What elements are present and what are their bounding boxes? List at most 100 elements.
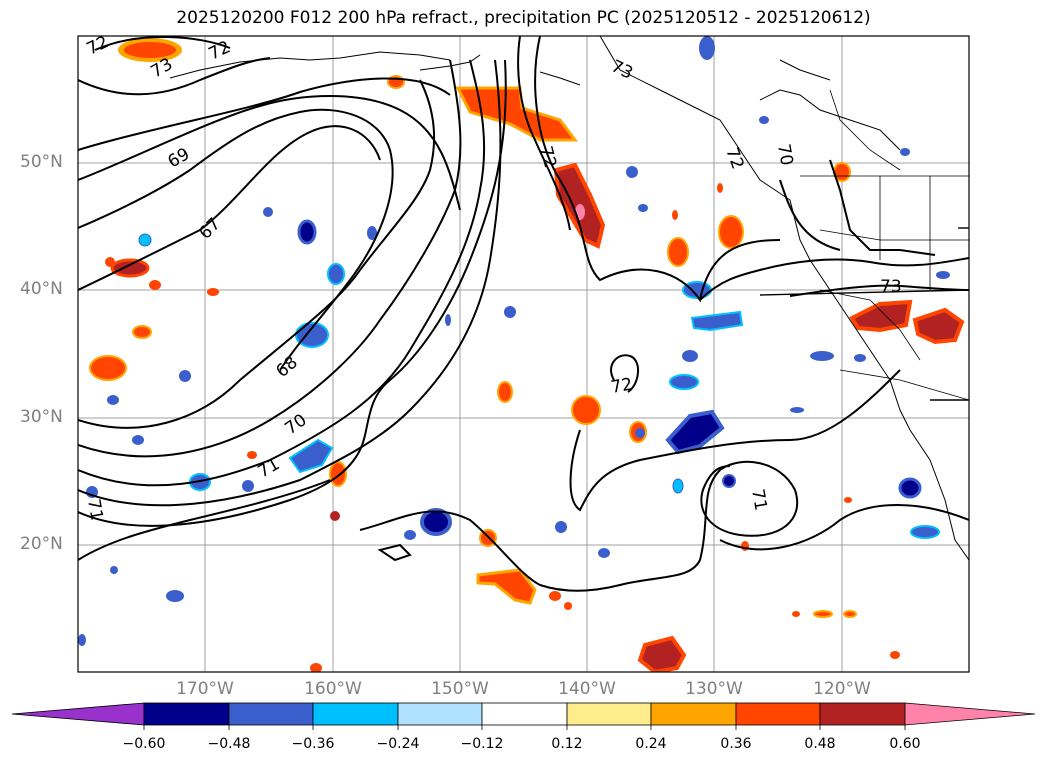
lat-label: 40°N [20, 279, 63, 299]
precip-blob [497, 381, 513, 403]
lat-label: 50°N [20, 152, 63, 172]
precip-blob [455, 86, 578, 142]
precip-blob [667, 237, 689, 267]
precip-blob [722, 474, 736, 488]
precip-blob [242, 480, 254, 492]
precip-blob [132, 435, 144, 445]
precip-blob [936, 271, 950, 279]
precip-blob [790, 407, 804, 413]
colorbar-tick-label: 0.48 [804, 736, 836, 752]
contour-label: 72 [609, 374, 634, 397]
precip-blob [638, 204, 648, 212]
precip-blob [717, 183, 723, 193]
contour-label: 72 [535, 144, 560, 170]
precip-blob [844, 497, 852, 503]
precip-blob [549, 591, 561, 601]
lon-label: 140°W [558, 679, 616, 699]
precip-blob [669, 374, 699, 390]
precip-blob [843, 610, 857, 618]
lat-label: 30°N [20, 407, 63, 427]
precip-blob [330, 511, 340, 521]
colorbar-segment [481, 702, 568, 726]
colorbar-tick-label: −0.36 [291, 736, 335, 752]
contour-label: 73 [880, 277, 902, 297]
plot-area [78, 36, 969, 672]
precip-blob [179, 370, 191, 382]
precip-blob [310, 663, 322, 672]
map-title: 2025120200 F012 200 hPa refract., precip… [176, 8, 871, 28]
contours [78, 36, 969, 592]
colorbar-segment [566, 702, 652, 726]
colorbar-tick-label: −0.12 [460, 736, 504, 752]
contour-label: 72 [721, 145, 747, 172]
contour-label: 70 [281, 410, 310, 439]
precip-blob [900, 148, 910, 156]
precip-blob [504, 306, 516, 318]
colorbar-segment [650, 702, 737, 726]
precip-blob [690, 310, 744, 332]
graticule [78, 36, 969, 672]
contour-label: 73 [608, 56, 636, 83]
lon-label: 170°W [176, 679, 234, 699]
precip-blob [89, 355, 127, 381]
contour-label: 70 [773, 142, 796, 167]
precip-blob [329, 461, 347, 487]
precip-blob [110, 566, 118, 574]
colorbar-segment [143, 702, 230, 726]
precip-blob [420, 508, 452, 536]
lon-label: 160°W [304, 679, 362, 699]
precip-blob [166, 590, 184, 602]
contour-label: 68 [272, 353, 301, 382]
precip-blob [810, 351, 834, 361]
precip-blob [107, 395, 119, 405]
colorbar-segment [397, 702, 483, 726]
precip-blob [367, 226, 377, 240]
precip-blob [637, 635, 687, 672]
precip-blob [207, 288, 219, 296]
contour-label: 67 [195, 214, 224, 243]
precip-blob [682, 350, 698, 362]
lon-label: 150°W [431, 679, 489, 699]
colorbar-segment [735, 702, 821, 726]
colorbar-segment [819, 702, 906, 726]
precip-blob [297, 219, 317, 245]
precip-blob [138, 233, 152, 247]
precip-blob [327, 263, 345, 285]
precip-blob [672, 210, 678, 220]
precip-blob [295, 322, 329, 348]
precip-blob [263, 207, 273, 217]
lat-label: 20°N [20, 534, 63, 554]
precip-blob [672, 478, 684, 494]
colorbar-tick-label: −0.60 [122, 736, 166, 752]
colorbar-extend-low [11, 702, 145, 726]
lon-label: 130°W [685, 679, 743, 699]
precip-blob [898, 477, 922, 499]
colorbar-tick-label: 0.24 [635, 736, 667, 752]
precip-blob [564, 602, 572, 610]
precip-blob [445, 314, 451, 326]
precip-blob [132, 325, 152, 339]
precip-blob [912, 307, 965, 345]
precip-blob [404, 530, 416, 540]
precip-blob [105, 257, 115, 267]
precip-blob [813, 610, 833, 618]
precip-blob [635, 428, 645, 438]
colorbar-tick-label: 0.12 [551, 736, 583, 752]
precip-blob [718, 215, 744, 249]
coastlines [169, 36, 969, 561]
precip-blob [555, 521, 567, 533]
precip-positive [89, 38, 965, 672]
colorbar-segment [312, 702, 399, 726]
borders [800, 89, 969, 401]
colorbar-tick-label: 0.60 [889, 736, 921, 752]
colorbar-segment [228, 702, 314, 726]
precip-blob [247, 451, 257, 459]
precip-blob [910, 525, 940, 539]
colorbar-tick-label: 0.36 [720, 736, 752, 752]
precip-blob [571, 395, 601, 425]
precip-blob [854, 354, 866, 362]
colorbar-tick-label: −0.48 [207, 736, 251, 752]
precip-blob [110, 258, 150, 278]
colorbar-extend-high [904, 702, 1036, 726]
